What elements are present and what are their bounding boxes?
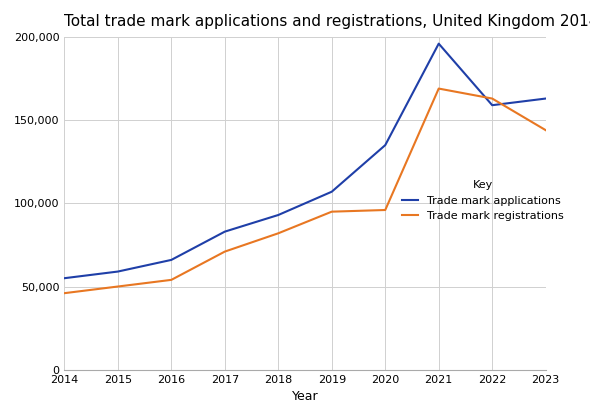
Trade mark applications <box>61 276 68 281</box>
Trade mark applications <box>275 213 282 218</box>
Trade mark applications <box>489 103 496 108</box>
Trade mark registrations <box>489 96 496 101</box>
Trade mark applications <box>435 41 442 46</box>
Legend: Trade mark applications, Trade mark registrations: Trade mark applications, Trade mark regi… <box>397 176 568 226</box>
Trade mark registrations <box>114 284 122 289</box>
Trade mark registrations <box>542 128 549 133</box>
Trade mark applications <box>114 269 122 274</box>
Trade mark registrations <box>221 249 228 254</box>
Line: Trade mark applications: Trade mark applications <box>64 44 546 278</box>
Trade mark registrations <box>382 208 389 213</box>
Text: Total trade mark applications and registrations, United Kingdom 2014-2023: Total trade mark applications and regist… <box>64 14 590 29</box>
Trade mark registrations <box>168 277 175 282</box>
Trade mark applications <box>168 257 175 262</box>
Trade mark registrations <box>435 86 442 91</box>
Trade mark applications <box>542 96 549 101</box>
Trade mark registrations <box>275 231 282 236</box>
Trade mark registrations <box>61 291 68 296</box>
X-axis label: Year: Year <box>291 390 319 403</box>
Line: Trade mark registrations: Trade mark registrations <box>64 88 546 293</box>
Trade mark applications <box>328 189 335 194</box>
Trade mark registrations <box>328 209 335 214</box>
Trade mark applications <box>221 229 228 234</box>
Trade mark applications <box>382 143 389 148</box>
